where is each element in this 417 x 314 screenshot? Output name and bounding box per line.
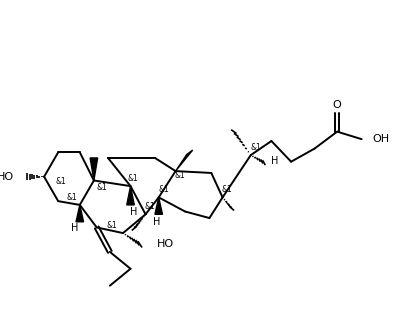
Polygon shape (176, 150, 193, 171)
Text: &1: &1 (145, 202, 156, 211)
Text: H: H (153, 217, 161, 227)
Text: HO: HO (157, 239, 174, 249)
Polygon shape (90, 158, 98, 181)
Text: &1: &1 (158, 185, 169, 194)
Text: H: H (130, 208, 137, 217)
Polygon shape (127, 186, 134, 205)
Text: HO: HO (0, 172, 14, 182)
Text: H: H (71, 223, 79, 233)
Text: &1: &1 (250, 143, 261, 152)
Polygon shape (76, 205, 83, 222)
Polygon shape (155, 198, 163, 214)
Text: &1: &1 (67, 193, 78, 202)
Text: H: H (271, 156, 279, 166)
Text: O: O (333, 100, 342, 110)
Text: &1: &1 (55, 177, 66, 186)
Text: &1: &1 (175, 171, 186, 180)
Text: &1: &1 (106, 221, 117, 230)
Text: OH: OH (373, 134, 390, 144)
Text: &1: &1 (128, 174, 139, 183)
Text: &1: &1 (96, 183, 107, 192)
Text: &1: &1 (222, 185, 233, 194)
